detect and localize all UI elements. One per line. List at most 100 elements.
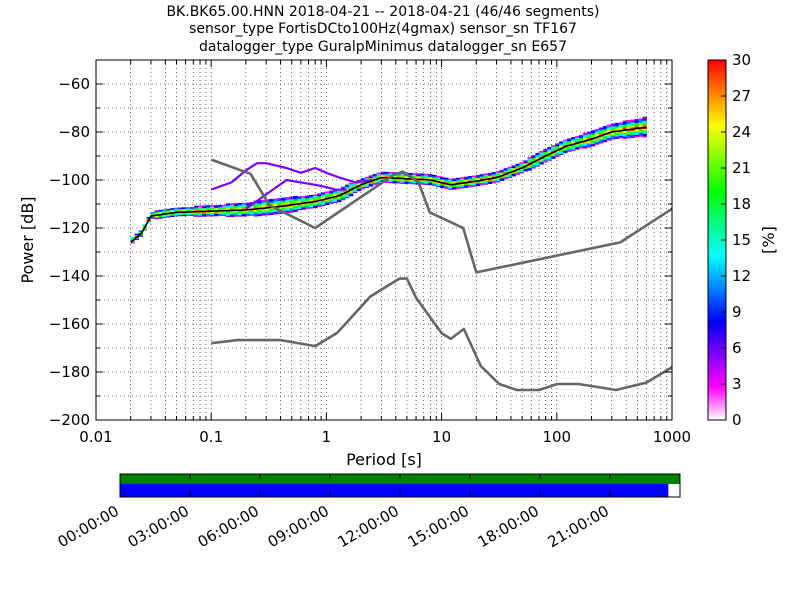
ppsd-cell xyxy=(547,147,552,149)
ppsd-cell xyxy=(543,160,548,163)
ppsd-cell xyxy=(348,185,354,187)
y-tick-label: −100 xyxy=(49,171,90,189)
ppsd-cell xyxy=(499,179,505,181)
time-tick-label: 12:00:00 xyxy=(335,502,402,551)
ppsd-cell xyxy=(590,130,596,132)
ppsd-cell xyxy=(523,163,528,166)
ppsd-cell xyxy=(606,136,612,139)
ppsd-cell xyxy=(479,175,485,178)
ppsd-cell xyxy=(297,205,302,207)
ppsd-cell xyxy=(364,182,370,185)
ppsd-cell xyxy=(146,221,151,224)
ppsd-cell xyxy=(186,207,191,209)
ppsd-cell xyxy=(459,186,465,189)
ppsd-cell xyxy=(213,206,219,208)
ppsd-cell xyxy=(634,122,639,125)
ppsd-cell xyxy=(471,183,477,186)
ppsd-cell xyxy=(519,169,524,172)
ppsd-cell xyxy=(388,179,393,181)
ppsd-cell xyxy=(638,118,643,121)
ppsd-cell xyxy=(606,127,612,129)
ppsd-cell xyxy=(638,123,643,125)
ppsd-cell xyxy=(491,175,497,178)
ppsd-cell xyxy=(190,211,195,214)
ppsd-cell xyxy=(440,186,445,188)
ppsd-cell xyxy=(325,199,330,202)
ppsd-cell xyxy=(626,132,631,134)
ppsd-cell xyxy=(344,184,350,187)
ppsd-cell xyxy=(567,149,572,151)
ppsd-cell xyxy=(321,193,326,196)
ppsd-cell xyxy=(400,182,405,184)
ppsd-cell xyxy=(249,206,255,209)
ppsd-cell xyxy=(194,212,199,215)
ppsd-cell xyxy=(563,143,568,145)
ppsd-cell xyxy=(154,216,159,219)
ppsd-cell xyxy=(340,193,346,196)
ppsd-cell xyxy=(138,235,143,237)
ppsd-cell xyxy=(626,130,631,133)
ppsd-cell xyxy=(432,184,437,187)
ppsd-cell xyxy=(531,163,536,166)
ppsd-cell xyxy=(630,125,635,128)
ppsd-cell xyxy=(436,183,441,185)
ppsd-cell xyxy=(384,174,389,176)
ppsd-cell xyxy=(241,212,247,215)
ppsd-cell xyxy=(210,206,215,208)
ppsd-cell xyxy=(547,151,552,154)
ppsd-cell xyxy=(356,183,362,186)
ppsd-cell xyxy=(634,130,639,133)
ppsd-cell xyxy=(622,135,628,137)
ppsd-cell xyxy=(241,210,247,212)
ppsd-cell xyxy=(317,200,322,203)
ppsd-cell xyxy=(456,177,461,180)
ppsd-cell xyxy=(503,176,508,179)
ppsd-cell xyxy=(638,135,643,137)
ppsd-cell xyxy=(305,195,310,198)
ppsd-cell xyxy=(539,158,544,160)
ppsd-cell xyxy=(507,175,512,177)
ppsd-cell xyxy=(206,213,211,216)
ppsd-cell xyxy=(305,196,310,199)
ppsd-cell xyxy=(376,180,382,183)
ppsd-cell xyxy=(305,206,310,208)
ppsd-cell xyxy=(630,136,635,138)
ppsd-cell xyxy=(277,199,282,201)
ppsd-cell xyxy=(483,183,489,185)
ppsd-cell xyxy=(547,154,552,156)
ppsd-cell xyxy=(602,127,608,129)
ppsd-cell xyxy=(578,138,584,141)
ppsd-cell xyxy=(384,175,389,178)
ppsd-cell xyxy=(154,212,159,215)
ppsd-cell xyxy=(543,148,548,151)
ppsd-cell xyxy=(602,128,608,131)
ppsd-cell xyxy=(166,214,171,217)
ppsd-cell xyxy=(233,204,239,206)
ppsd-cell xyxy=(416,176,421,179)
y-tick-label: −60 xyxy=(58,75,90,93)
ppsd-cell xyxy=(519,171,524,174)
ppsd-cell xyxy=(281,206,286,208)
ppsd-cell xyxy=(186,214,191,216)
ppsd-cell xyxy=(221,211,227,214)
ppsd-cell xyxy=(289,200,294,202)
ppsd-cell xyxy=(321,199,326,202)
ppsd-cell xyxy=(150,212,155,214)
ppsd-cell xyxy=(420,175,425,178)
ppsd-cell xyxy=(170,208,175,210)
ppsd-cell xyxy=(614,132,620,135)
ppsd-cell xyxy=(626,120,631,122)
ppsd-cell xyxy=(456,180,461,182)
ppsd-cell xyxy=(487,178,493,181)
ppsd-cell xyxy=(539,154,544,157)
ppsd-cell xyxy=(400,180,405,183)
ppsd-cell xyxy=(301,204,306,207)
ppsd-cell xyxy=(563,150,568,152)
ppsd-cell xyxy=(344,193,350,195)
ppsd-cell xyxy=(424,182,429,184)
ppsd-cell xyxy=(150,215,155,218)
ppsd-cell xyxy=(241,202,247,205)
ppsd-cell xyxy=(475,184,481,187)
ppsd-cell xyxy=(329,197,334,200)
ppsd-cell xyxy=(412,175,417,178)
